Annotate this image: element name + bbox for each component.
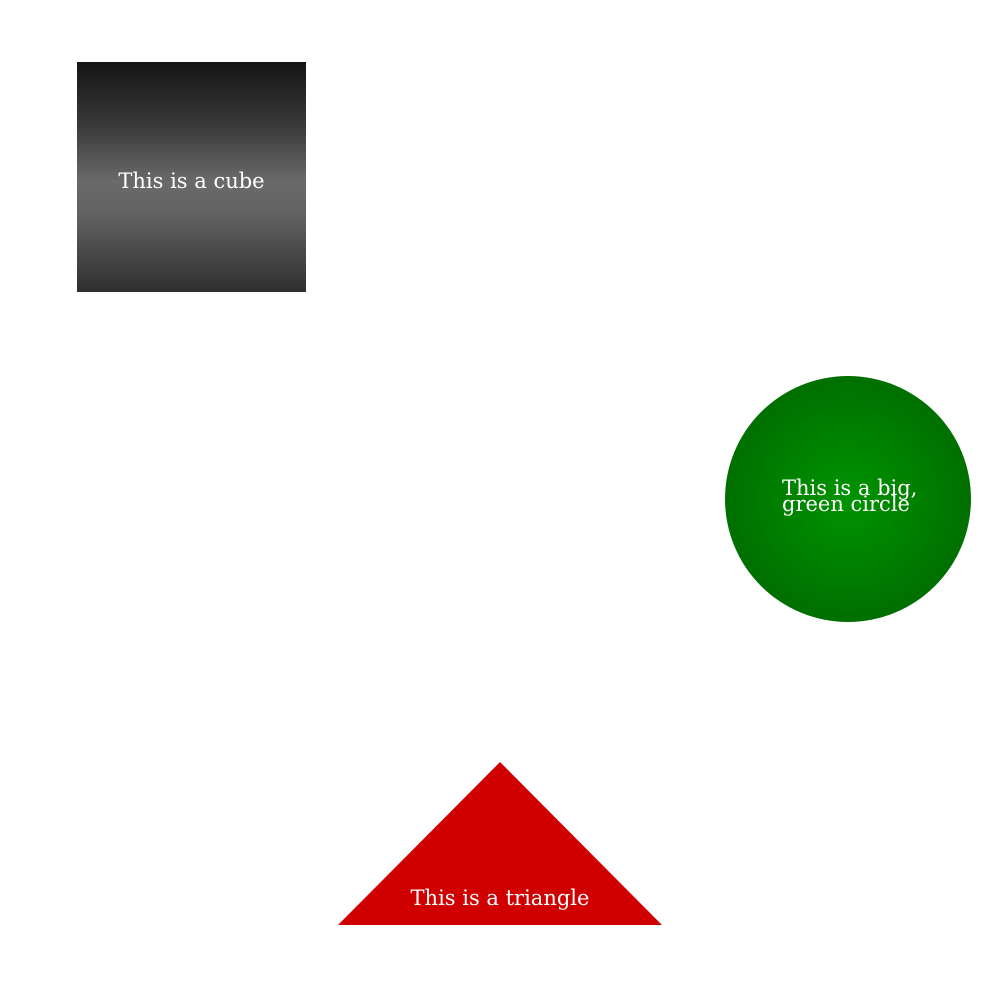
cube-label: This is a cube — [118, 169, 265, 193]
triangle-label: This is a triangle — [410, 886, 590, 910]
circle-label: This is a big, green circle — [782, 476, 932, 516]
triangle-graphic — [338, 762, 662, 925]
circle-shape: This is a big, green circle — [725, 376, 971, 622]
triangle-polygon — [338, 762, 662, 925]
circle-label-line1: This is a big, — [782, 476, 918, 500]
circle-label-line2: green circle — [782, 492, 910, 516]
cube-shape: This is a cube — [77, 62, 306, 292]
triangle-shape: This is a triangle — [338, 762, 662, 925]
